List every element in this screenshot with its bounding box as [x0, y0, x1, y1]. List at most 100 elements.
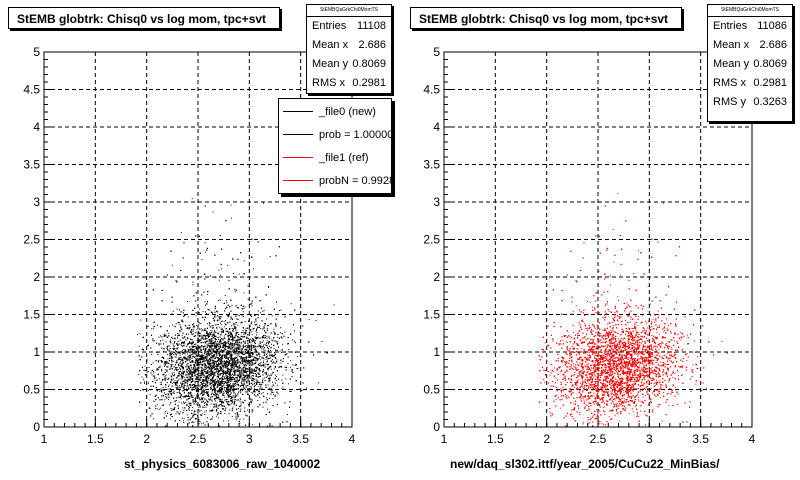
data-point [223, 355, 225, 357]
data-point [205, 364, 207, 366]
data-point [171, 353, 173, 355]
data-point [287, 383, 289, 385]
data-point [179, 364, 181, 366]
data-point [188, 367, 190, 369]
data-point [178, 352, 180, 354]
data-point [234, 385, 236, 387]
data-point [164, 412, 166, 414]
data-point [212, 340, 214, 342]
data-point [239, 348, 241, 350]
data-point [236, 413, 238, 415]
data-point [143, 381, 145, 383]
data-point [216, 375, 218, 377]
data-point [196, 340, 198, 342]
data-point [281, 379, 283, 381]
data-point [226, 390, 228, 392]
data-point [210, 396, 212, 398]
data-point [225, 353, 227, 355]
data-point [147, 389, 149, 391]
data-point [206, 382, 208, 384]
data-point [189, 407, 191, 409]
data-point [208, 346, 210, 348]
data-point [224, 323, 226, 325]
data-point [167, 388, 169, 390]
data-point [208, 345, 210, 347]
data-point [191, 341, 193, 343]
data-point [229, 409, 231, 411]
data-point [273, 328, 275, 330]
data-point [212, 362, 214, 364]
data-point [167, 345, 169, 347]
data-point [194, 373, 196, 375]
data-point [242, 341, 244, 343]
data-point [273, 355, 275, 357]
data-point [192, 414, 194, 416]
data-point [259, 346, 261, 348]
data-point [216, 320, 218, 322]
data-point [249, 341, 251, 343]
data-point [290, 303, 292, 305]
data-point [215, 369, 217, 371]
data-point [217, 396, 219, 398]
data-point [204, 341, 206, 343]
data-point [258, 362, 260, 364]
data-point [218, 381, 220, 383]
data-point [175, 399, 177, 401]
data-point [222, 393, 224, 395]
data-point [247, 343, 249, 345]
data-point [264, 323, 266, 325]
data-point [239, 341, 241, 343]
data-point [214, 366, 216, 368]
data-point [176, 308, 178, 310]
data-point [187, 377, 189, 379]
data-point [278, 367, 280, 369]
data-point [235, 328, 237, 330]
data-point [234, 413, 236, 415]
data-point [225, 341, 227, 343]
data-point [174, 353, 176, 355]
data-point [182, 367, 184, 369]
data-point [174, 380, 176, 382]
data-point [269, 380, 271, 382]
data-point [222, 339, 224, 341]
data-point [230, 338, 232, 340]
data-point [207, 376, 209, 378]
data-point [270, 389, 272, 391]
data-point [211, 379, 213, 381]
data-point [252, 340, 254, 342]
data-point [275, 380, 277, 382]
data-point [236, 399, 238, 401]
data-point [192, 355, 194, 357]
data-point [197, 352, 199, 354]
data-point [195, 315, 197, 317]
data-point [221, 376, 223, 378]
data-point [253, 363, 255, 365]
data-point [259, 341, 261, 343]
data-point [237, 388, 239, 390]
data-point [194, 383, 196, 385]
data-point [176, 360, 178, 362]
data-point [267, 355, 269, 357]
data-point [187, 356, 189, 358]
data-point [284, 331, 286, 333]
data-point [212, 374, 214, 376]
data-point [233, 322, 235, 324]
data-point [243, 379, 245, 381]
data-point [204, 337, 206, 339]
data-point [227, 388, 229, 390]
data-point [205, 334, 207, 336]
data-point [249, 325, 251, 327]
y-tick-label: 0 [33, 420, 40, 434]
data-point [235, 339, 237, 341]
data-point [262, 392, 264, 394]
data-point [192, 371, 194, 373]
data-point [189, 358, 191, 360]
data-point [250, 388, 252, 390]
data-point [217, 369, 219, 371]
data-point [237, 350, 239, 352]
data-point [251, 374, 253, 376]
data-point [246, 361, 248, 363]
data-point [192, 376, 194, 378]
data-point [237, 370, 239, 372]
x-tick-label: 3 [246, 432, 253, 446]
